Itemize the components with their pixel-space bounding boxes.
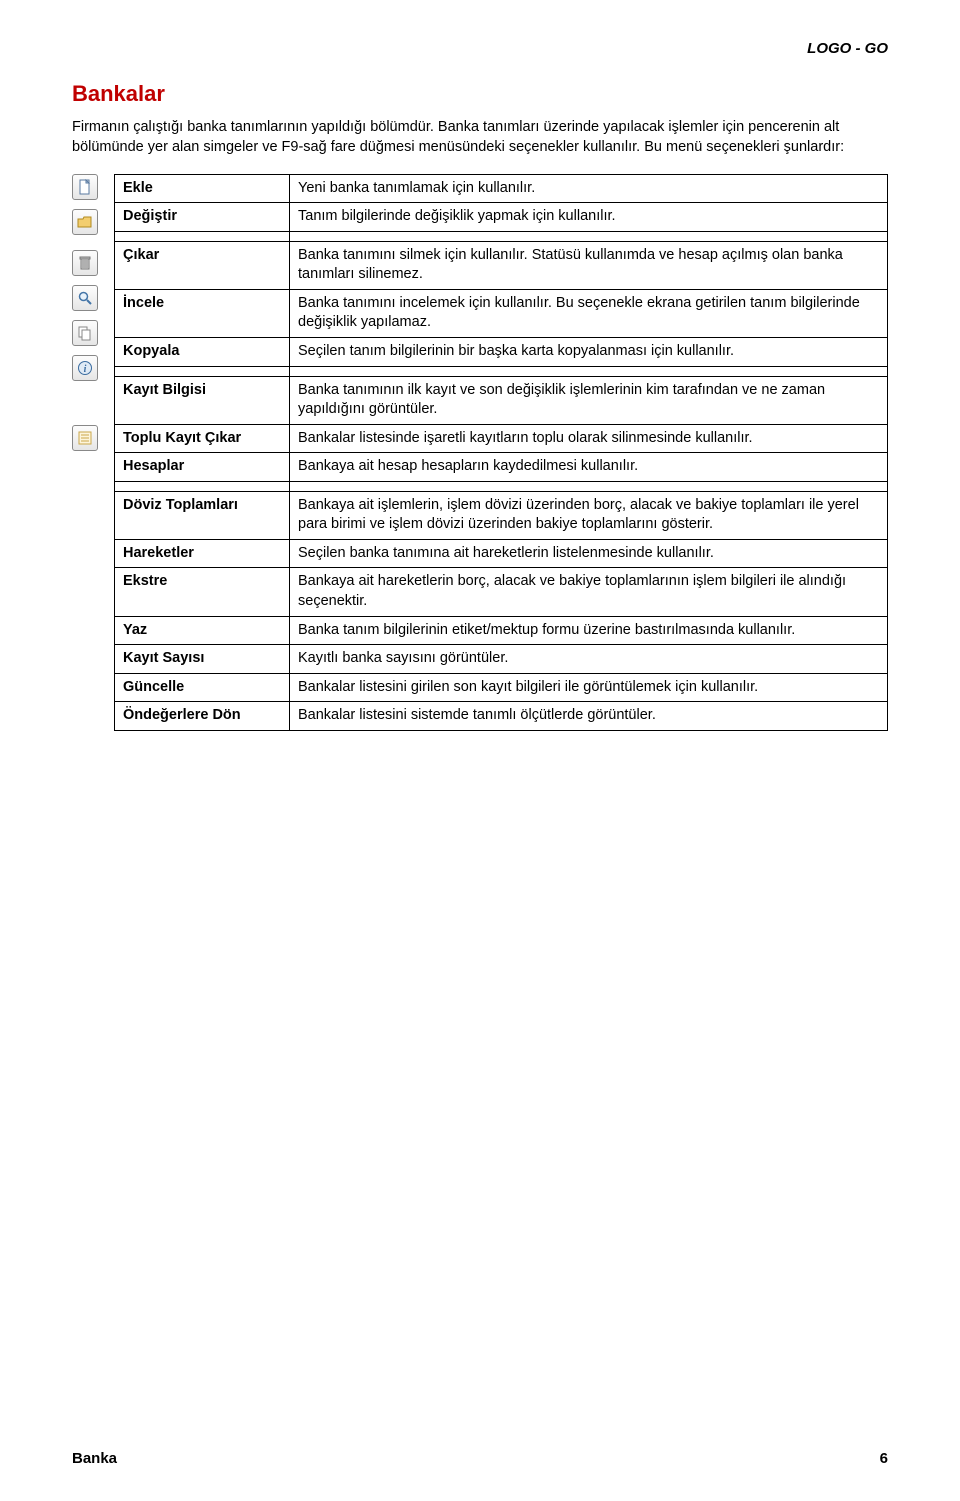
row-desc: Bankalar listesini girilen son kayıt bil… <box>290 673 888 702</box>
table-row: HesaplarBankaya ait hesap hesapların kay… <box>115 453 888 482</box>
table-row: YazBanka tanım bilgilerinin etiket/mektu… <box>115 616 888 645</box>
row-desc: Seçilen banka tanımına ait hareketlerin … <box>290 539 888 568</box>
row-desc: Bankalar listesinde işaretli kayıtların … <box>290 424 888 453</box>
svg-text:i: i <box>84 364 87 375</box>
row-desc: Kayıtlı banka sayısını görüntüler. <box>290 645 888 674</box>
table-row: Toplu Kayıt ÇıkarBankalar listesinde işa… <box>115 424 888 453</box>
row-label: Ekstre <box>115 568 290 616</box>
page: LOGO - GO Bankalar Firmanın çalıştığı ba… <box>0 0 960 1501</box>
table-row: EkleYeni banka tanımlamak için kullanılı… <box>115 174 888 203</box>
row-desc: Tanım bilgilerinde değişiklik yapmak içi… <box>290 203 888 232</box>
row-desc: Bankaya ait işlemlerin, işlem dövizi üze… <box>290 491 888 539</box>
section-title: Bankalar <box>72 81 888 107</box>
table-row: Döviz ToplamlarıBankaya ait işlemlerin, … <box>115 491 888 539</box>
table-row: HareketlerSeçilen banka tanımına ait har… <box>115 539 888 568</box>
table-row: DeğiştirTanım bilgilerinde değişiklik ya… <box>115 203 888 232</box>
table-row: GüncelleBankalar listesini girilen son k… <box>115 673 888 702</box>
page-footer: Banka 6 <box>72 1450 888 1467</box>
row-label: Ekle <box>115 174 290 203</box>
table-spacer <box>115 231 888 241</box>
row-label: Değiştir <box>115 203 290 232</box>
row-label: Çıkar <box>115 241 290 289</box>
row-label: Hareketler <box>115 539 290 568</box>
brand-header: LOGO - GO <box>72 40 888 57</box>
row-desc: Banka tanımını incelemek için kullanılır… <box>290 289 888 337</box>
table-row: Kayıt BilgisiBanka tanımının ilk kayıt v… <box>115 376 888 424</box>
row-desc: Banka tanım bilgilerinin etiket/mektup f… <box>290 616 888 645</box>
footer-left: Banka <box>72 1450 117 1467</box>
row-label: Kayıt Bilgisi <box>115 376 290 424</box>
row-label: Öndeğerlere Dön <box>115 702 290 731</box>
row-desc: Yeni banka tanımlamak için kullanılır. <box>290 174 888 203</box>
row-label: İncele <box>115 289 290 337</box>
row-label: Kopyala <box>115 337 290 366</box>
row-label: Güncelle <box>115 673 290 702</box>
table-row: Öndeğerlere DönBankalar listesini sistem… <box>115 702 888 731</box>
row-desc: Banka tanımını silmek için kullanılır. S… <box>290 241 888 289</box>
row-label: Kayıt Sayısı <box>115 645 290 674</box>
table-row: KopyalaSeçilen tanım bilgilerinin bir ba… <box>115 337 888 366</box>
table-row: ÇıkarBanka tanımını silmek için kullanıl… <box>115 241 888 289</box>
row-label: Toplu Kayıt Çıkar <box>115 424 290 453</box>
table-row: Kayıt SayısıKayıtlı banka sayısını görün… <box>115 645 888 674</box>
table-row: EkstreBankaya ait hareketlerin borç, ala… <box>115 568 888 616</box>
new-icon <box>72 174 98 200</box>
intro-paragraph: Firmanın çalıştığı banka tanımlarının ya… <box>72 117 888 158</box>
row-desc: Banka tanımının ilk kayıt ve son değişik… <box>290 376 888 424</box>
list-icon <box>72 425 98 451</box>
row-label: Hesaplar <box>115 453 290 482</box>
table-spacer <box>115 481 888 491</box>
row-desc: Bankaya ait hareketlerin borç, alacak ve… <box>290 568 888 616</box>
row-desc: Seçilen tanım bilgilerinin bir başka kar… <box>290 337 888 366</box>
trash-icon <box>72 250 98 276</box>
content-row: i EkleYeni banka tanımlamak için kullanı… <box>72 174 888 731</box>
search-icon <box>72 285 98 311</box>
row-label: Yaz <box>115 616 290 645</box>
copy-icon <box>72 320 98 346</box>
options-table: EkleYeni banka tanımlamak için kullanılı… <box>114 174 888 731</box>
row-desc: Bankalar listesini sistemde tanımlı ölçü… <box>290 702 888 731</box>
row-desc: Bankaya ait hesap hesapların kaydedilmes… <box>290 453 888 482</box>
info-icon: i <box>72 355 98 381</box>
folder-icon <box>72 209 98 235</box>
footer-page-number: 6 <box>880 1450 888 1467</box>
table-row: İnceleBanka tanımını incelemek için kull… <box>115 289 888 337</box>
row-label: Döviz Toplamları <box>115 491 290 539</box>
icon-column: i <box>72 174 102 460</box>
table-spacer <box>115 366 888 376</box>
